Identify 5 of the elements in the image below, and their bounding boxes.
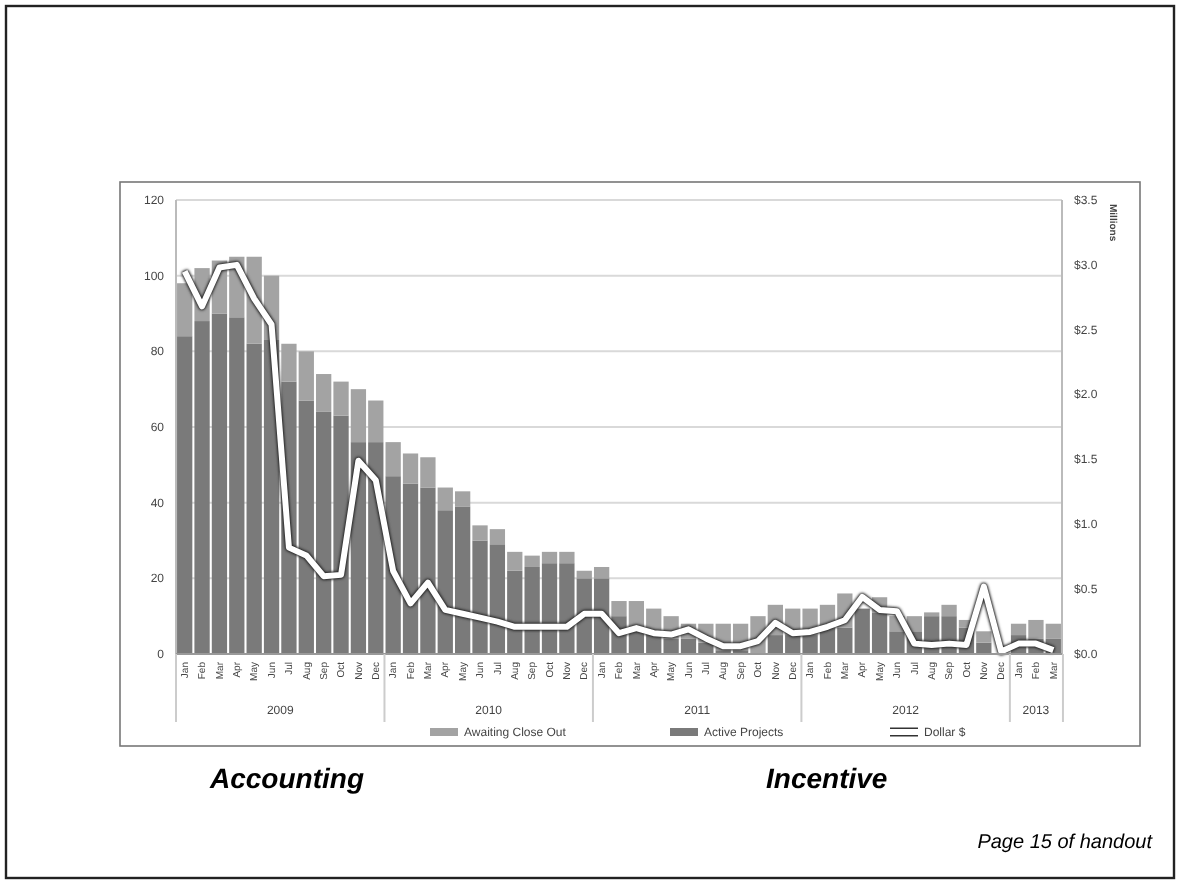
text: Incentive xyxy=(766,762,888,794)
line-series xyxy=(181,261,1057,655)
text: Page 15 of handout xyxy=(977,832,1155,854)
text: Accounting xyxy=(208,762,365,794)
bar xyxy=(976,631,992,643)
